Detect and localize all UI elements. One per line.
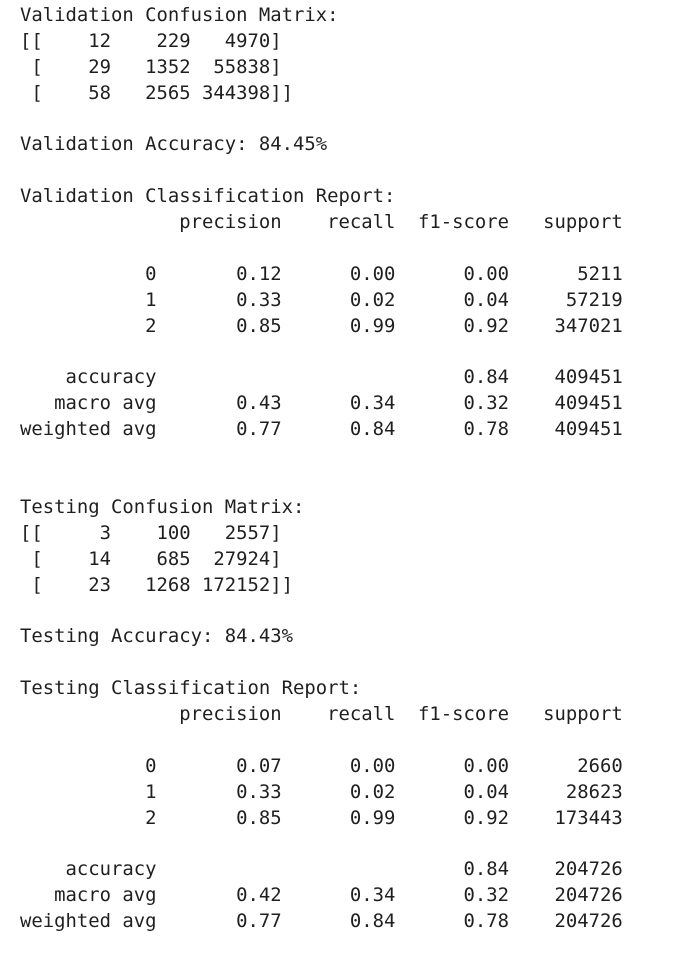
testing-report-header: precision recall f1-score support [20, 703, 623, 726]
validation-matrix-row-2: [ 58 2565 344398]] [20, 81, 293, 104]
testing-report-title: Testing Classification Report: [20, 677, 362, 700]
validation-report-accuracy: accuracy 0.84 409451 [20, 366, 623, 389]
blank-line [20, 728, 623, 754]
validation-matrix-row-1: [ 29 1352 55838] [20, 55, 282, 78]
testing-matrix-row-0: [[ 3 100 2557] [20, 521, 282, 544]
blank-line [20, 469, 623, 495]
blank-line [20, 158, 623, 184]
validation-report-weighted-avg: weighted avg 0.77 0.84 0.78 409451 [20, 418, 623, 441]
testing-confusion-matrix-title: Testing Confusion Matrix: [20, 495, 305, 518]
testing-report-macro-avg: macro avg 0.42 0.34 0.32 204726 [20, 884, 623, 907]
validation-report-class-0: 0 0.12 0.00 0.00 5211 [20, 262, 623, 285]
testing-accuracy: Testing Accuracy: 84.43% [20, 625, 293, 648]
validation-report-header: precision recall f1-score support [20, 211, 623, 234]
testing-report-accuracy: accuracy 0.84 204726 [20, 858, 623, 881]
validation-report-macro-avg: macro avg 0.43 0.34 0.32 409451 [20, 392, 623, 415]
blank-line [20, 598, 623, 624]
blank-line [20, 650, 623, 676]
blank-line [20, 236, 623, 262]
testing-report-class-1: 1 0.33 0.02 0.04 28623 [20, 780, 623, 803]
validation-matrix-row-0: [[ 12 229 4970] [20, 29, 282, 52]
testing-report-weighted-avg: weighted avg 0.77 0.84 0.78 204726 [20, 910, 623, 933]
validation-confusion-matrix-title: Validation Confusion Matrix: [20, 4, 339, 26]
testing-report-class-2: 2 0.85 0.99 0.92 173443 [20, 806, 623, 829]
validation-report-title: Validation Classification Report: [20, 185, 396, 208]
console-output: Validation Confusion Matrix: [[ 12 229 49… [20, 3, 623, 935]
validation-accuracy: Validation Accuracy: 84.45% [20, 133, 328, 156]
validation-report-class-2: 2 0.85 0.99 0.92 347021 [20, 314, 623, 337]
blank-line [20, 340, 623, 366]
blank-line [20, 443, 623, 469]
validation-report-class-1: 1 0.33 0.02 0.04 57219 [20, 288, 623, 311]
testing-matrix-row-1: [ 14 685 27924] [20, 547, 282, 570]
blank-line [20, 107, 623, 133]
testing-matrix-row-2: [ 23 1268 172152]] [20, 573, 293, 596]
testing-report-class-0: 0 0.07 0.00 0.00 2660 [20, 754, 623, 777]
blank-line [20, 832, 623, 858]
